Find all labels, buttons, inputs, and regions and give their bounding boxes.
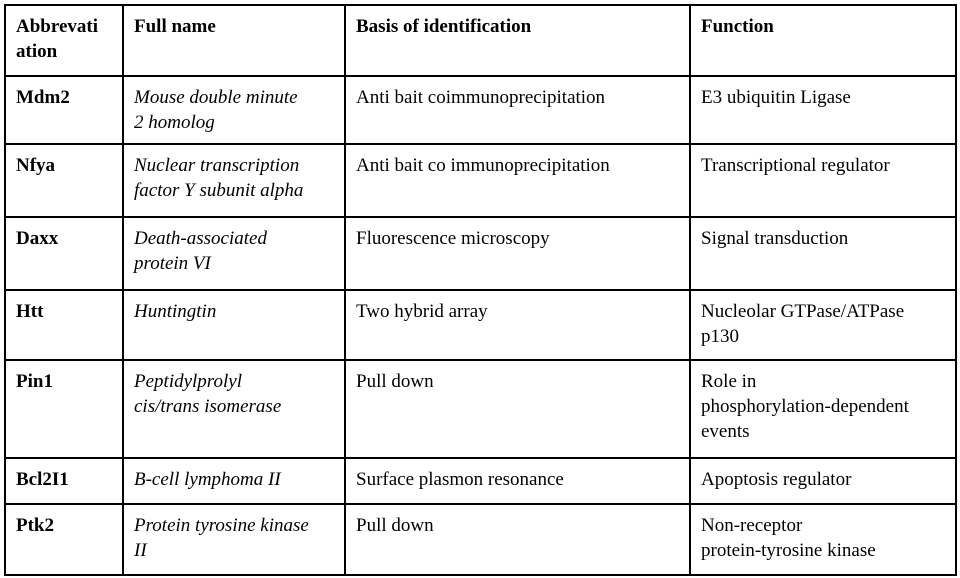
cell-full-name: Peptidylprolyl cis/trans isomerase xyxy=(122,359,346,459)
col-header-basis: Basis of identification xyxy=(344,4,691,77)
cell-basis: Pull down xyxy=(344,503,691,576)
cell-function: Non-receptor protein-tyrosine kinase xyxy=(689,503,957,576)
cell-full-name: Huntingtin xyxy=(122,289,346,361)
cell-full-name: Nuclear transcription factor Y subunit a… xyxy=(122,143,346,218)
cell-abbreviation: Nfya xyxy=(4,143,124,218)
table-row-nfya: Nfya Nuclear transcription factor Y subu… xyxy=(4,143,957,218)
cell-basis: Anti bait co immunoprecipitation xyxy=(344,143,691,218)
cell-function: E3 ubiquitin Ligase xyxy=(689,75,957,145)
table-row-mdm2: Mdm2 Mouse double minute 2 homolog Anti … xyxy=(4,75,957,145)
cell-basis: Pull down xyxy=(344,359,691,459)
col-header-abbreviation: Abbrevati ation xyxy=(4,4,124,77)
cell-function: Nucleolar GTPase/ATPase p130 xyxy=(689,289,957,361)
table-row-htt: Htt Huntingtin Two hybrid array Nucleola… xyxy=(4,289,957,361)
cell-basis: Surface plasmon resonance xyxy=(344,457,691,505)
cell-function: Signal transduction xyxy=(689,216,957,291)
table-row-daxx: Daxx Death-associated protein VI Fluores… xyxy=(4,216,957,291)
cell-function: Role in phosphorylation-dependent events xyxy=(689,359,957,459)
cell-function: Transcriptional regulator xyxy=(689,143,957,218)
cell-full-name: B-cell lymphoma II xyxy=(122,457,346,505)
cell-abbreviation: Bcl2I1 xyxy=(4,457,124,505)
cell-basis: Fluorescence microscopy xyxy=(344,216,691,291)
col-header-full-name: Full name xyxy=(122,4,346,77)
cell-full-name: Mouse double minute 2 homolog xyxy=(122,75,346,145)
col-header-function: Function xyxy=(689,4,957,77)
cell-abbreviation: Ptk2 xyxy=(4,503,124,576)
table-row-bcl2i1: Bcl2I1 B-cell lymphoma II Surface plasmo… xyxy=(4,457,957,505)
cell-function: Apoptosis regulator xyxy=(689,457,957,505)
cell-basis: Two hybrid array xyxy=(344,289,691,361)
cell-basis: Anti bait coimmunoprecipitation xyxy=(344,75,691,145)
protein-interaction-table: Abbrevati ation Full name Basis of ident… xyxy=(4,4,957,576)
cell-abbreviation: Daxx xyxy=(4,216,124,291)
cell-full-name: Death-associated protein VI xyxy=(122,216,346,291)
header-row: Abbrevati ation Full name Basis of ident… xyxy=(4,4,957,77)
cell-abbreviation: Mdm2 xyxy=(4,75,124,145)
cell-abbreviation: Pin1 xyxy=(4,359,124,459)
cell-abbreviation: Htt xyxy=(4,289,124,361)
table-row-ptk2: Ptk2 Protein tyrosine kinase II Pull dow… xyxy=(4,503,957,576)
table-row-pin1: Pin1 Peptidylprolyl cis/trans isomerase … xyxy=(4,359,957,459)
cell-full-name: Protein tyrosine kinase II xyxy=(122,503,346,576)
